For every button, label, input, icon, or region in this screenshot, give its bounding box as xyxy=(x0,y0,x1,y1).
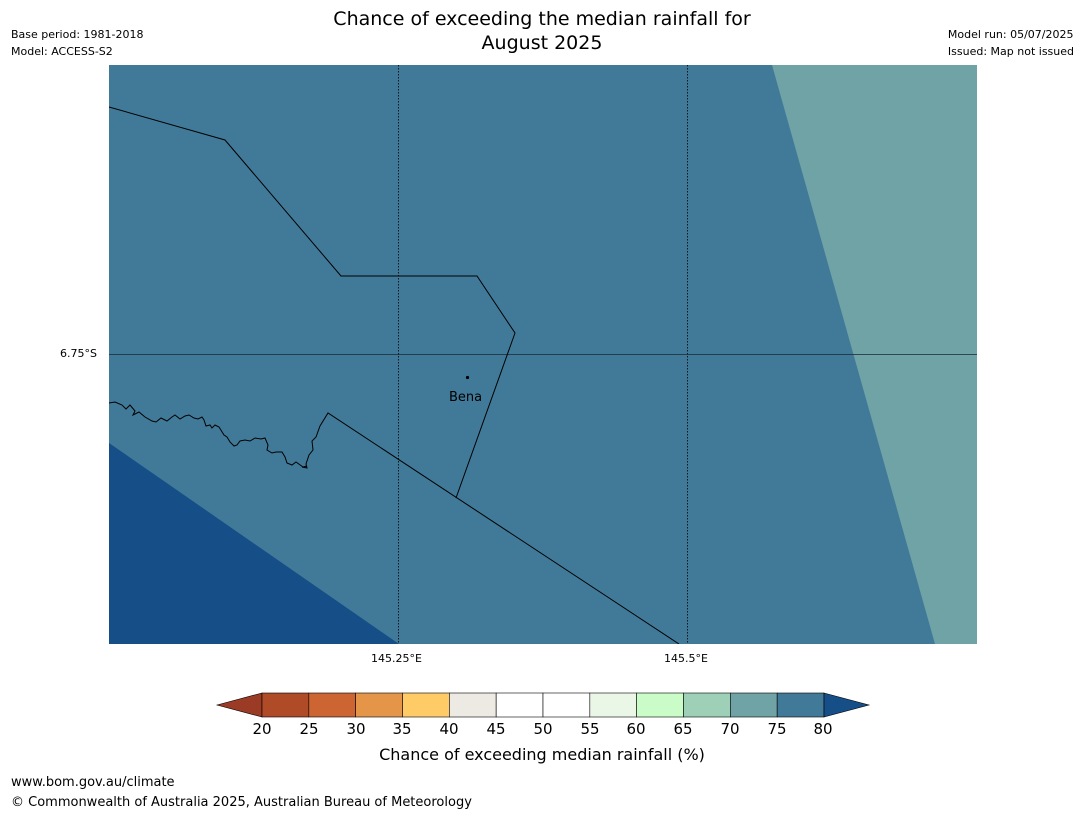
region-80-plus xyxy=(109,443,399,644)
meta-right: Model run: 05/07/2025 Issued: Map not is… xyxy=(948,26,1074,60)
colorbar-tick: 65 xyxy=(673,720,693,738)
colorbar-tick: 25 xyxy=(299,720,319,738)
colorbar-tick: 55 xyxy=(580,720,600,738)
colorbar-tick: 45 xyxy=(486,720,506,738)
colorbar-tick: 60 xyxy=(626,720,646,738)
colorbar-tick: 40 xyxy=(439,720,459,738)
boundary-north xyxy=(109,106,516,499)
colorbar-bin xyxy=(589,692,637,718)
colorbar-bin xyxy=(308,692,356,718)
colorbar-label: Chance of exceeding median rainfall (%) xyxy=(379,745,705,764)
colorbar-bin xyxy=(261,692,310,718)
colorbar-bin xyxy=(776,692,825,718)
colorbar-tick: 30 xyxy=(346,720,366,738)
place-label-bena: Bena xyxy=(449,390,482,405)
colorbar xyxy=(215,692,871,718)
colorbar-bin xyxy=(542,692,591,718)
colorbar-bin xyxy=(683,692,731,718)
colorbar-tick: 20 xyxy=(252,720,272,738)
colorbar-bin xyxy=(355,692,403,718)
colorbar-bin xyxy=(449,692,497,718)
base-period-text: Base period: 1981-2018 xyxy=(11,28,144,41)
footer-copyright: © Commonwealth of Australia 2025, Austra… xyxy=(11,795,472,810)
colorbar-under-arrow xyxy=(215,692,263,718)
colorbar-bin xyxy=(730,692,778,718)
map-title-line2: August 2025 xyxy=(481,32,603,54)
colorbar-tick: 35 xyxy=(392,720,412,738)
issued-text: Issued: Map not issued xyxy=(947,45,1074,58)
colorbar-over-arrow xyxy=(823,692,871,718)
map-title-line1: Chance of exceeding the median rainfall … xyxy=(333,8,751,30)
lon-tick-label-1: 145.25°E xyxy=(371,652,422,665)
town-marker-icon xyxy=(465,375,470,380)
footer-url: www.bom.gov.au/climate xyxy=(11,775,175,790)
model-text: Model: ACCESS-S2 xyxy=(11,45,113,58)
map-title: Chance of exceeding the median rainfall … xyxy=(242,7,842,55)
colorbar-bin xyxy=(402,692,450,718)
colorbar-tick: 70 xyxy=(720,720,740,738)
lat-tick-label: 6.75°S xyxy=(60,347,97,360)
model-run-text: Model run: 05/07/2025 xyxy=(947,28,1074,41)
colorbar-bin xyxy=(636,692,684,718)
rainfall-map: Bena xyxy=(109,65,977,644)
colorbar-tick: 50 xyxy=(533,720,553,738)
lon-tick-label-2: 145.5°E xyxy=(664,652,708,665)
meta-left: Base period: 1981-2018 Model: ACCESS-S2 xyxy=(11,26,143,60)
colorbar-bin xyxy=(495,692,544,718)
colorbar-tick: 80 xyxy=(813,720,833,738)
river-boundary xyxy=(109,401,308,468)
colorbar-tick: 75 xyxy=(767,720,787,738)
